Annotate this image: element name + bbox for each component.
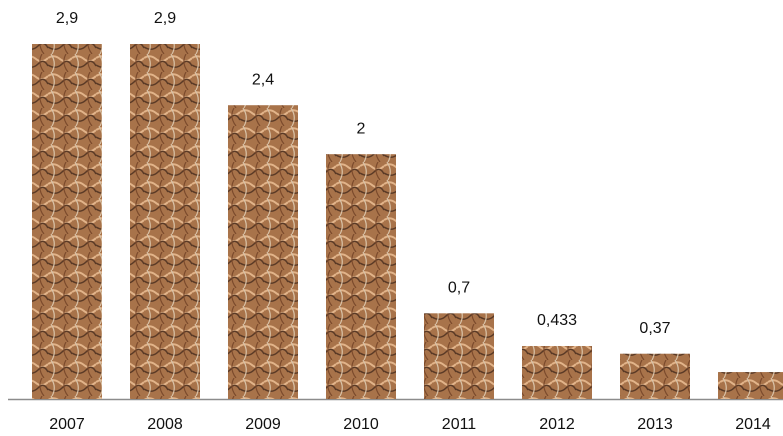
value-label: 2 [357,120,366,137]
value-label: 2,4 [252,71,274,88]
bar [718,372,783,399]
x-tick-label: 2012 [539,416,575,433]
value-label: 0,433 [537,312,577,329]
bar [326,154,396,399]
x-tick-label: 2009 [245,416,281,433]
value-label: 2,9 [154,10,176,27]
value-label: 2,9 [56,10,78,27]
x-tick-label: 2010 [343,416,379,433]
bar [424,313,494,399]
x-tick-label: 2014 [735,416,771,433]
value-label: 0,37 [639,320,670,337]
bar [620,353,690,399]
x-tick-label: 2013 [637,416,673,433]
x-tick-label: 2011 [442,416,477,433]
value-label: 0,7 [448,280,470,297]
bar [228,105,298,399]
x-tick-label: 2008 [147,416,183,433]
bar [130,44,200,399]
bar [522,345,592,399]
x-tick-label: 2007 [49,416,85,433]
bar [32,44,102,399]
